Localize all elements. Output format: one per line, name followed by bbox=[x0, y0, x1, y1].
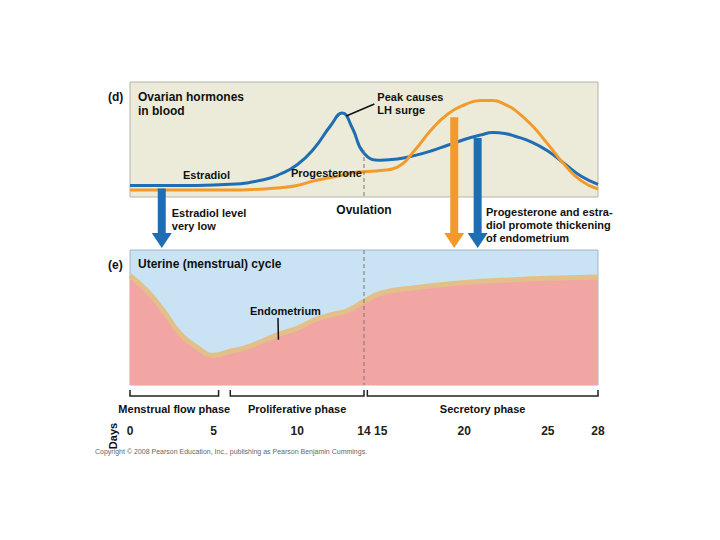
svg-text:in blood: in blood bbox=[138, 104, 185, 118]
svg-text:5: 5 bbox=[210, 424, 217, 438]
svg-text:Ovulation: Ovulation bbox=[336, 203, 391, 217]
svg-text:Estradiol: Estradiol bbox=[183, 169, 230, 181]
svg-text:14: 14 bbox=[357, 424, 371, 438]
svg-text:10: 10 bbox=[290, 424, 304, 438]
svg-text:0: 0 bbox=[127, 424, 134, 438]
svg-text:Uterine (menstrual) cycle: Uterine (menstrual) cycle bbox=[138, 257, 282, 271]
svg-text:Estradiol level: Estradiol level bbox=[172, 207, 247, 219]
svg-text:Proliferative phase: Proliferative phase bbox=[248, 403, 346, 415]
svg-text:28: 28 bbox=[591, 424, 605, 438]
svg-text:25: 25 bbox=[541, 424, 555, 438]
svg-text:Endometrium: Endometrium bbox=[250, 305, 321, 317]
svg-text:Progesterone: Progesterone bbox=[291, 167, 362, 179]
svg-text:Secretory phase: Secretory phase bbox=[440, 403, 526, 415]
svg-text:Ovarian hormones: Ovarian hormones bbox=[138, 90, 244, 104]
svg-text:(d): (d) bbox=[108, 90, 123, 104]
svg-text:diol promote thickening: diol promote thickening bbox=[486, 219, 611, 231]
svg-text:Peak causes: Peak causes bbox=[377, 91, 443, 103]
svg-text:LH surge: LH surge bbox=[377, 104, 425, 116]
svg-text:(e): (e) bbox=[108, 258, 123, 272]
svg-text:15: 15 bbox=[374, 424, 388, 438]
svg-text:Copyright © 2008 Pearson Educa: Copyright © 2008 Pearson Education, Inc.… bbox=[95, 448, 367, 456]
svg-text:Days: Days bbox=[107, 423, 119, 449]
svg-text:Menstrual flow phase: Menstrual flow phase bbox=[118, 403, 230, 415]
svg-text:very low: very low bbox=[172, 220, 216, 232]
svg-text:20: 20 bbox=[458, 424, 472, 438]
svg-text:of endometrium: of endometrium bbox=[486, 232, 569, 244]
svg-text:Progesterone and estra-: Progesterone and estra- bbox=[486, 206, 613, 218]
